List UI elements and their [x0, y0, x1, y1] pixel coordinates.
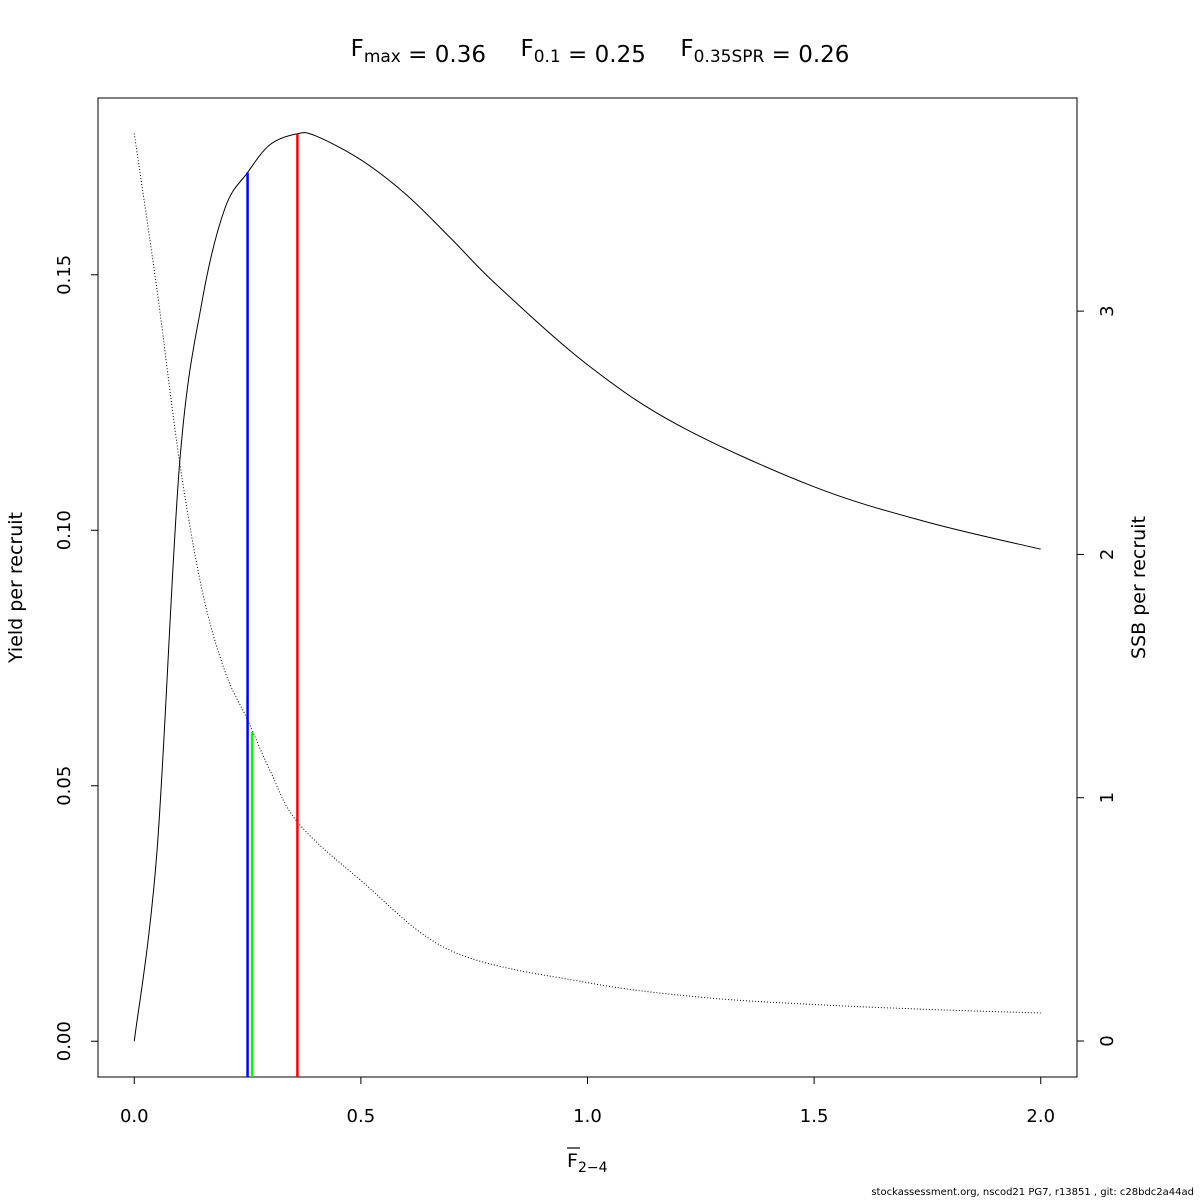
- y2-tick-label: 1: [1097, 792, 1118, 803]
- y-axis-label: Yield per recruit: [5, 512, 27, 664]
- x-tick-label: 0.5: [347, 1106, 376, 1127]
- chart-title: Fmax = 0.36 F0.1 = 0.25 F0.35SPR = 0.26: [351, 36, 850, 68]
- x-tick-label: 1.0: [573, 1106, 602, 1127]
- x-tick-label: 2.0: [1026, 1106, 1055, 1127]
- y2-tick-label: 0: [1097, 1035, 1118, 1046]
- y-tick-label: 0.15: [54, 255, 75, 295]
- y-tick-label: 0.00: [54, 1021, 75, 1061]
- y-tick-label: 0.10: [54, 510, 75, 550]
- x-tick-label: 1.5: [800, 1106, 829, 1127]
- x-tick-label: 0.0: [120, 1106, 149, 1127]
- y-tick-label: 0.05: [54, 766, 75, 806]
- footer-text: stockassessment.org, nscod21 PG7, r13851…: [871, 1187, 1194, 1198]
- plot-frame: [97, 97, 1078, 1078]
- y2-tick-label: 2: [1097, 549, 1118, 560]
- x-axis-label: F2−4: [567, 1150, 608, 1176]
- y2-tick-label: 3: [1097, 305, 1118, 316]
- ssb-per-recruit-line: [133, 133, 1041, 1014]
- y2-axis-label: SSB per recruit: [1128, 516, 1150, 659]
- yield-per-recruit-line: [133, 132, 1041, 1042]
